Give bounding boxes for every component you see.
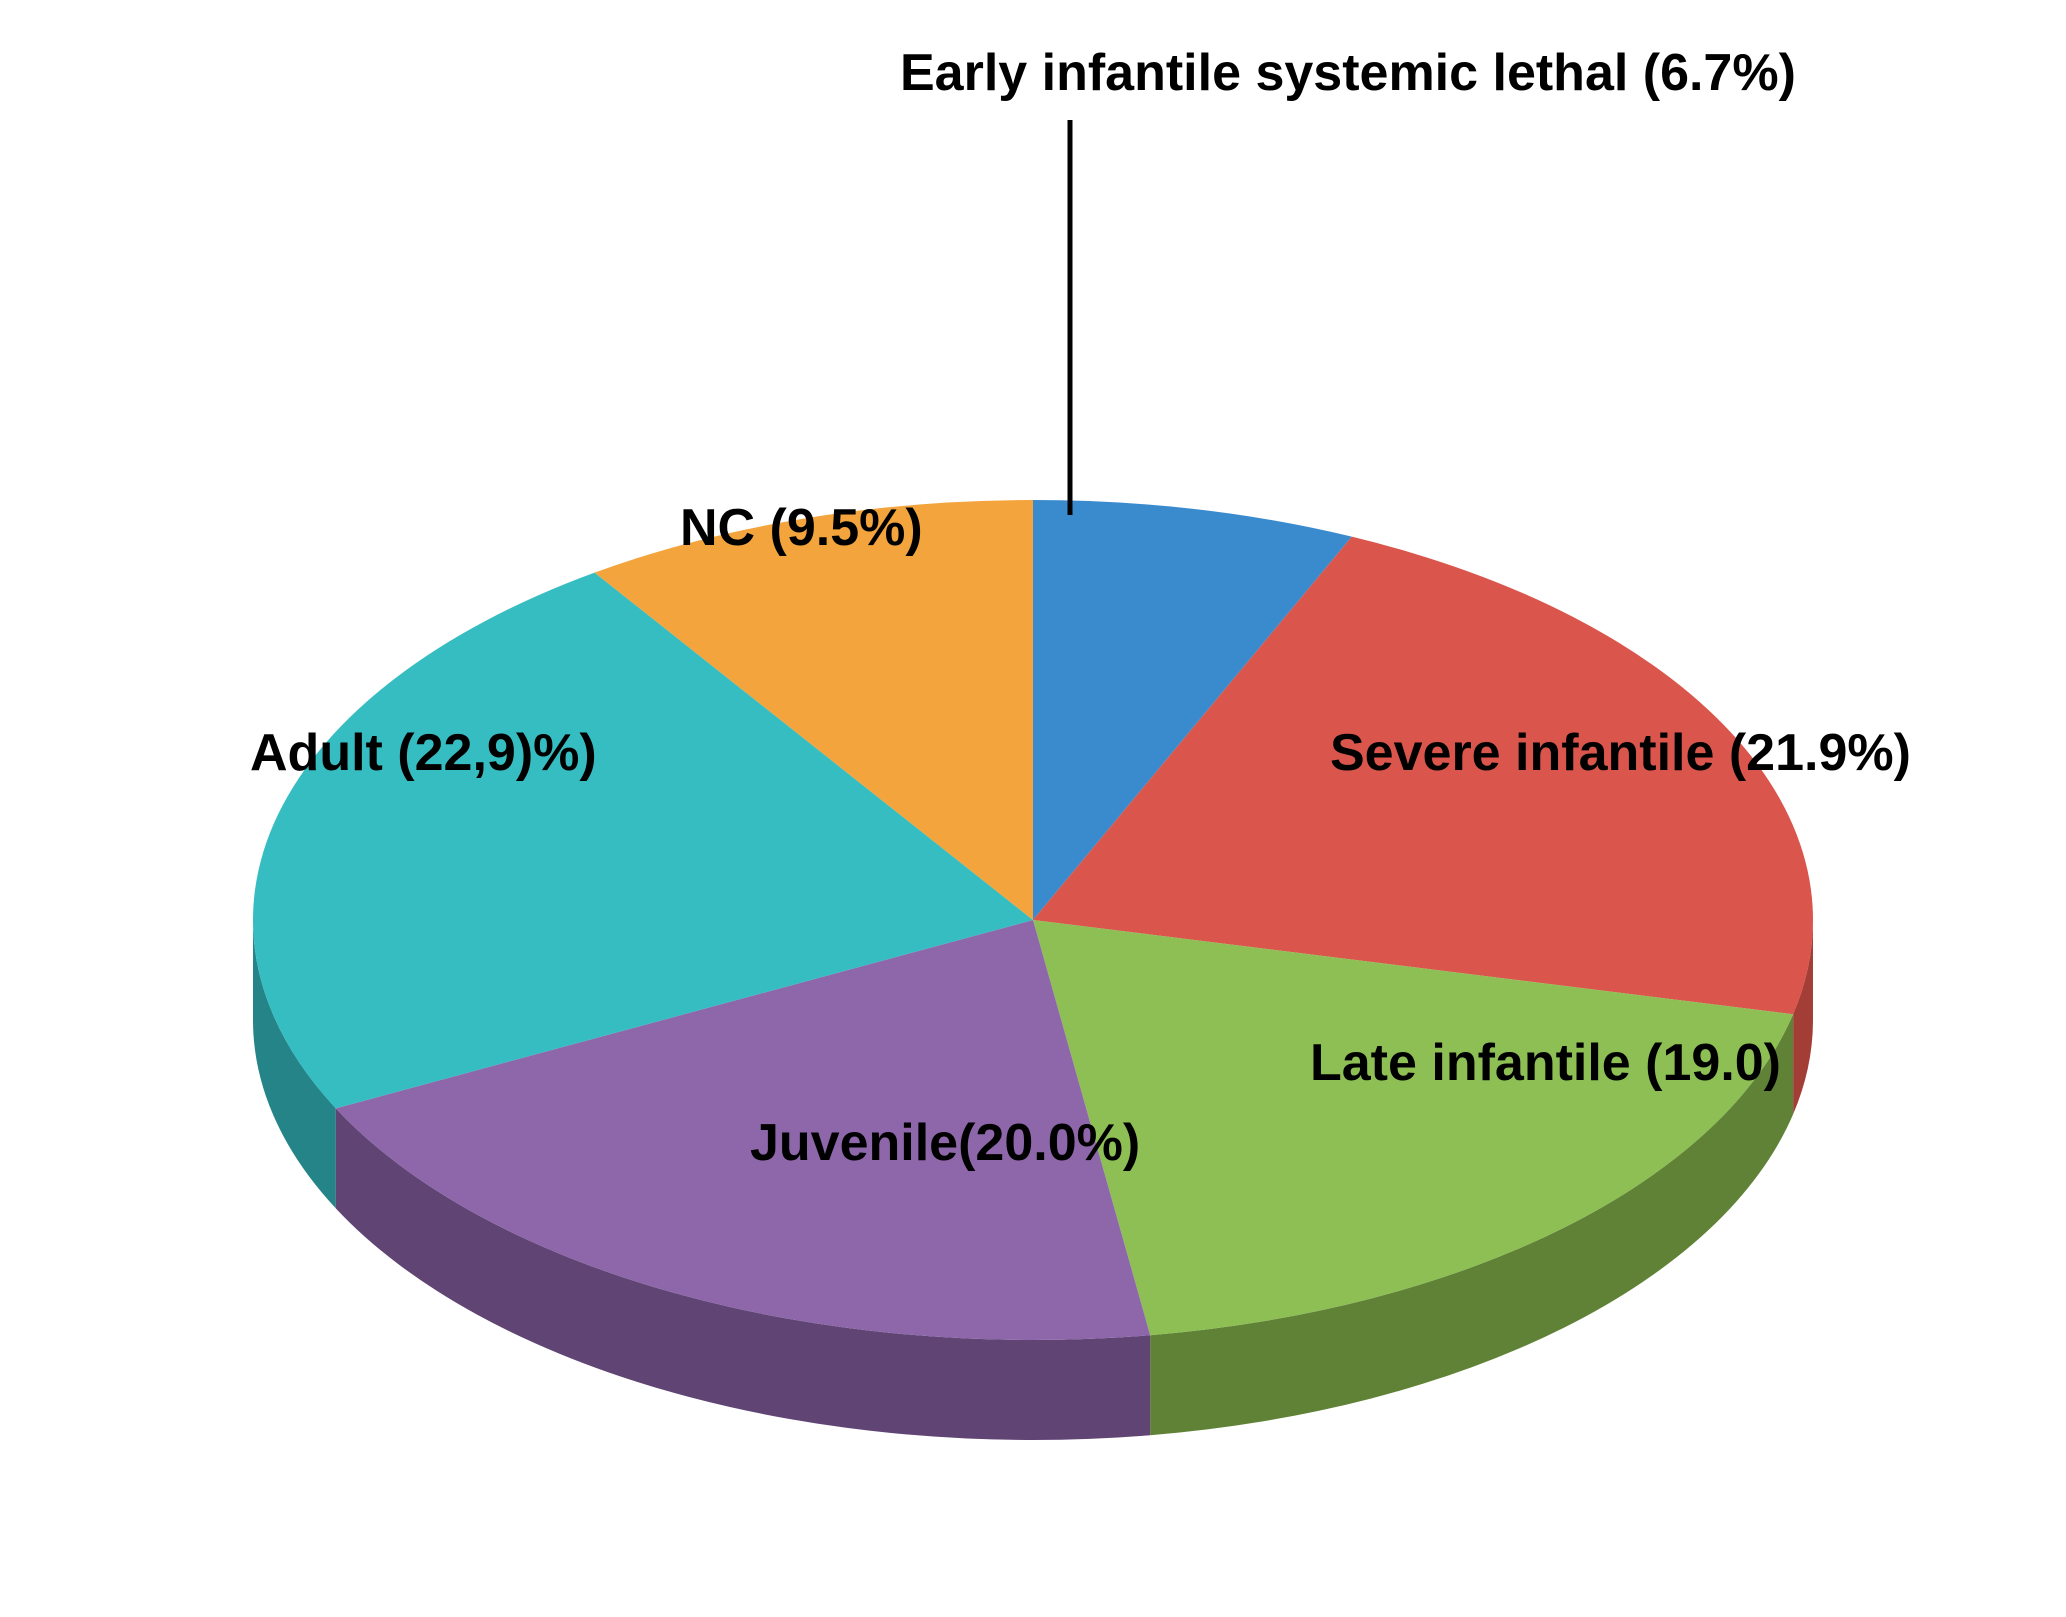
slice-label: Juvenile(20.0%): [750, 1114, 1140, 1172]
slice-label: Early infantile systemic lethal (6.7%): [900, 44, 1796, 102]
slice-label: Severe infantile (21.9%): [1330, 724, 1911, 782]
pie-chart-3d: Early infantile systemic lethal (6.7%) Se…: [0, 0, 2066, 1617]
slice-label: Late infantile (19.0): [1310, 1034, 1781, 1092]
slice-label: NC (9.5%): [680, 499, 923, 557]
slice-label: Adult (22,9)%): [250, 724, 597, 782]
pie-tops: [253, 500, 1813, 1340]
